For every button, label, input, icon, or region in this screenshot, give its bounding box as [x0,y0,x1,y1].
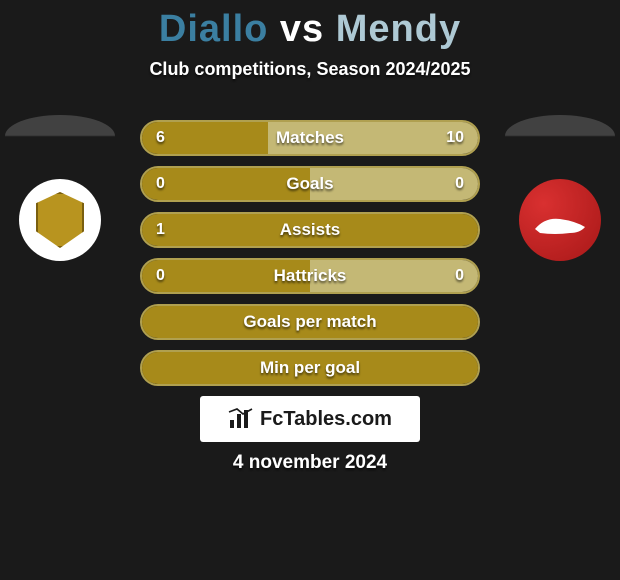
chart-icon [228,408,254,430]
stat-value-right: 0 [455,267,464,285]
stat-fill-left [142,168,310,200]
stat-label: Goals per match [243,312,376,332]
stats-container: 6 10 Matches 0 0 Goals 1 Assists 0 0 Hattricks Goal… [140,120,480,386]
vs-text: vs [280,8,324,50]
crocodile-icon [530,199,590,241]
date-text: 4 november 2024 [0,452,620,474]
stat-label: Assists [280,220,340,240]
team-left-badge [19,179,101,261]
team-left-oval [5,115,115,157]
player1-name: Diallo [159,8,268,50]
team-right-badge [519,179,601,261]
team-left-column [0,115,120,261]
stat-row: 1 Assists [140,212,480,248]
stat-label: Matches [276,128,344,148]
stat-row: 0 0 Hattricks [140,258,480,294]
stat-row: 6 10 Matches [140,120,480,156]
stat-value-left: 1 [156,221,165,239]
stat-row: Min per goal [140,350,480,386]
attribution[interactable]: FcTables.com [200,396,420,442]
attribution-text: FcTables.com [260,408,392,431]
stat-row: Goals per match [140,304,480,340]
stat-value-left: 0 [156,175,165,193]
stat-row: 0 0 Goals [140,166,480,202]
stat-fill-right [310,168,478,200]
team-right-column [500,115,620,261]
subtitle: Club competitions, Season 2024/2025 [0,59,620,80]
stat-label: Hattricks [274,266,347,286]
stat-value-right: 0 [455,175,464,193]
player2-name: Mendy [336,8,461,50]
team-right-oval [505,115,615,157]
shield-icon [36,192,84,248]
stat-label: Goals [286,174,333,194]
page-title: Diallo vs Mendy [0,0,620,51]
stat-value-right: 10 [446,129,464,147]
stat-value-left: 0 [156,267,165,285]
stat-label: Min per goal [260,358,360,378]
stat-value-left: 6 [156,129,165,147]
